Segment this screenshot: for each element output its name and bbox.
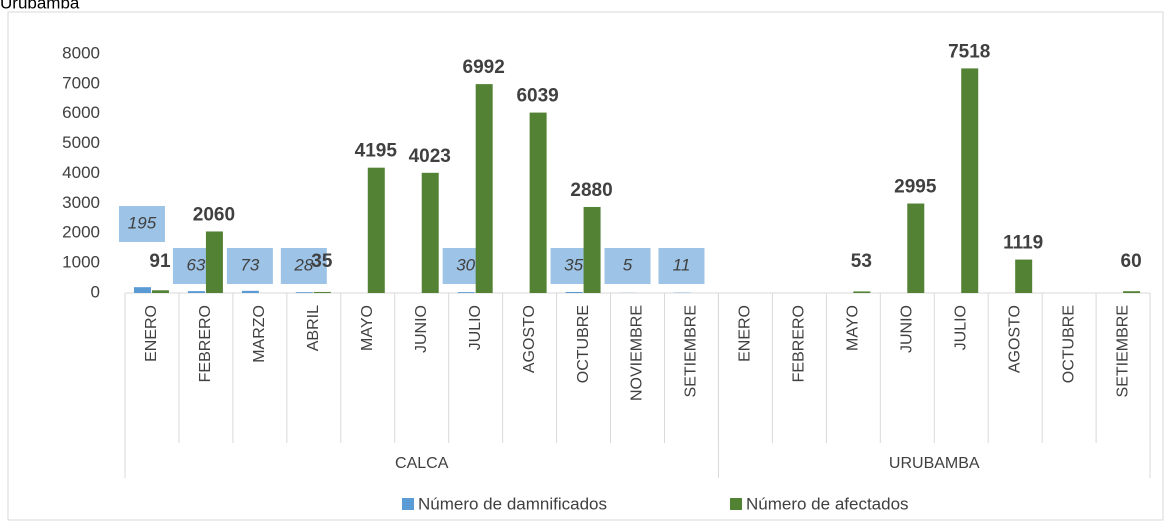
- data-label: 4023: [409, 146, 451, 167]
- y-tick-label: 5000: [62, 133, 100, 152]
- group-label: CALCA: [395, 455, 449, 472]
- legend-swatch: [402, 498, 414, 510]
- x-tick-label: ENERO: [737, 305, 754, 362]
- y-tick-label: 7000: [62, 73, 100, 92]
- bar: [1015, 260, 1032, 293]
- y-tick-label: 1000: [62, 253, 100, 272]
- data-label: 30: [456, 255, 475, 274]
- x-tick-label: ABRIL: [305, 305, 322, 351]
- bar: [907, 204, 924, 293]
- x-tick-label: AGOSTO: [1006, 305, 1023, 373]
- x-tick-label: AGOSTO: [521, 305, 538, 373]
- bar: [152, 290, 169, 293]
- data-label: 6992: [463, 57, 505, 78]
- x-tick-label: JUNIO: [898, 305, 915, 353]
- x-tick-label: OCTUBRE: [575, 305, 592, 383]
- bar: [422, 173, 439, 293]
- group-label: URUBAMBA: [889, 455, 980, 472]
- data-label: 11: [673, 255, 691, 274]
- y-tick-label: 8000: [62, 43, 100, 62]
- x-tick-label: MARZO: [251, 305, 268, 363]
- x-tick-label: OCTUBRE: [1060, 305, 1077, 383]
- bar: [853, 291, 870, 293]
- bar: [314, 292, 331, 293]
- x-tick-label: NOVIEMBRE: [629, 305, 646, 401]
- x-tick-label: MAYO: [359, 305, 376, 351]
- data-label: 35: [564, 255, 583, 274]
- bar: [961, 68, 978, 293]
- data-label: 2880: [570, 180, 612, 201]
- data-label: 1119: [1003, 233, 1043, 254]
- y-tick-label: 6000: [62, 103, 100, 122]
- x-tick-label: ENERO: [143, 305, 160, 362]
- y-tick-label: 4000: [62, 163, 100, 182]
- data-label: 5: [623, 255, 633, 274]
- bar: [584, 207, 601, 293]
- data-label: 195: [128, 213, 157, 232]
- data-label: 91: [149, 251, 171, 272]
- data-label: 2995: [894, 177, 937, 198]
- data-label: 60: [1121, 251, 1142, 272]
- bar: [206, 231, 223, 293]
- x-tick-label: JUNIO: [413, 305, 430, 353]
- legend-swatch: [730, 498, 742, 510]
- bar: [566, 292, 583, 293]
- x-tick-label: SETIEMBRE: [683, 305, 700, 397]
- y-tick-label: 0: [91, 282, 100, 301]
- bar: [458, 292, 475, 293]
- data-label: 2060: [193, 204, 235, 225]
- x-tick-label: SETIEMBRE: [1114, 305, 1131, 397]
- x-tick-label: JULIO: [952, 305, 969, 350]
- x-tick-label: FEBRERO: [197, 305, 214, 382]
- bar: [368, 168, 385, 293]
- bar: [242, 291, 259, 293]
- data-label: 63: [186, 255, 205, 274]
- bar: [1123, 291, 1140, 293]
- x-tick-label: MAYO: [845, 305, 862, 351]
- data-label: 4195: [355, 141, 398, 162]
- y-tick-label: 3000: [62, 193, 100, 212]
- legend-label: Número de afectados: [746, 494, 909, 513]
- chart-title: Urubamba: [0, 0, 80, 12]
- data-label: 7518: [948, 41, 990, 62]
- data-label: 35: [311, 251, 333, 272]
- bar: [296, 292, 313, 293]
- y-tick-label: 2000: [62, 223, 100, 242]
- bar: [476, 84, 493, 293]
- bar: [134, 287, 151, 293]
- legend-label: Número de damnificados: [418, 494, 607, 513]
- data-label: 53: [851, 251, 872, 272]
- bar: [188, 291, 205, 293]
- bar: [530, 113, 547, 293]
- data-label: 73: [240, 255, 259, 274]
- data-label: 6039: [516, 86, 558, 107]
- x-tick-label: JULIO: [467, 305, 484, 350]
- x-tick-label: FEBRERO: [791, 305, 808, 382]
